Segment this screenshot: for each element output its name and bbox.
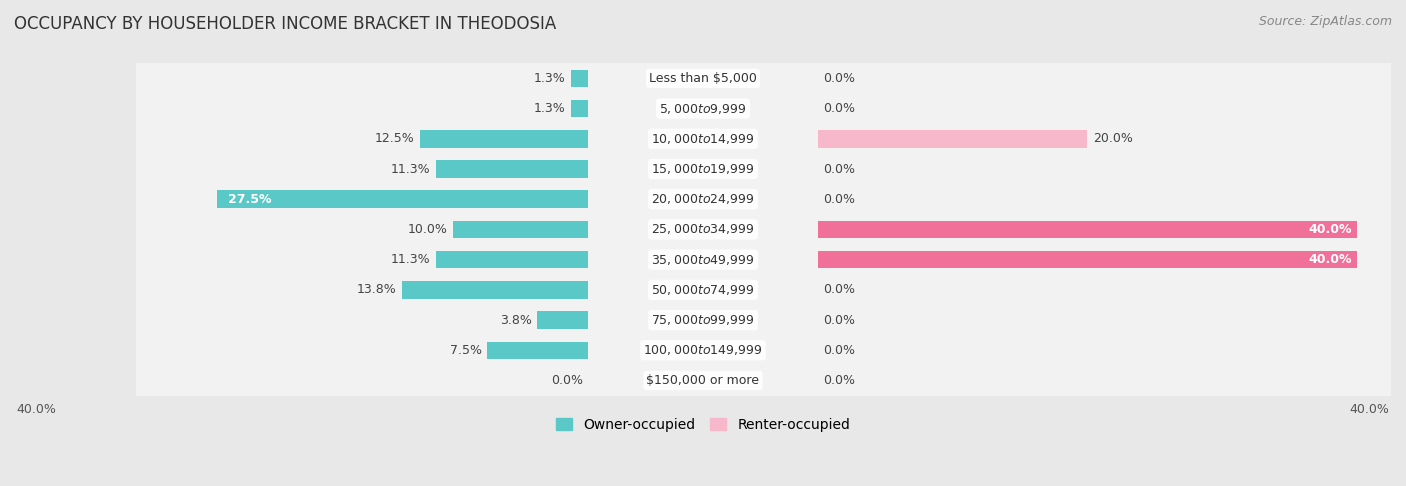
Text: $25,000 to $34,999: $25,000 to $34,999 [651,223,755,236]
Bar [136,275,1406,305]
Text: 11.3%: 11.3% [391,162,430,175]
Text: 0.0%: 0.0% [823,344,855,357]
Bar [818,251,1357,268]
Text: $5,000 to $9,999: $5,000 to $9,999 [659,102,747,116]
Bar [453,221,588,238]
Text: 0.0%: 0.0% [823,102,855,115]
Text: 12.5%: 12.5% [374,132,415,145]
Text: 0.0%: 0.0% [823,193,855,206]
Text: 20.0%: 20.0% [1092,132,1133,145]
Text: $10,000 to $14,999: $10,000 to $14,999 [651,132,755,146]
Text: 0.0%: 0.0% [551,374,583,387]
Text: $20,000 to $24,999: $20,000 to $24,999 [651,192,755,206]
Text: 13.8%: 13.8% [357,283,396,296]
Text: 40.0%: 40.0% [1350,403,1389,416]
Bar [136,154,1406,184]
Text: 27.5%: 27.5% [228,193,271,206]
Bar [436,160,588,178]
Text: 3.8%: 3.8% [499,313,531,327]
Text: 0.0%: 0.0% [823,313,855,327]
Text: 1.3%: 1.3% [534,102,565,115]
Legend: Owner-occupied, Renter-occupied: Owner-occupied, Renter-occupied [550,413,856,437]
Text: 40.0%: 40.0% [1309,223,1353,236]
Text: 40.0%: 40.0% [17,403,56,416]
Text: 7.5%: 7.5% [450,344,482,357]
Bar [486,342,588,359]
Bar [818,221,1357,238]
Bar [136,124,1406,154]
Bar [420,130,588,148]
Text: 0.0%: 0.0% [823,283,855,296]
Bar [436,251,588,268]
Text: $35,000 to $49,999: $35,000 to $49,999 [651,253,755,267]
Text: 10.0%: 10.0% [408,223,449,236]
Text: $150,000 or more: $150,000 or more [647,374,759,387]
Bar [136,63,1406,93]
Bar [136,335,1406,365]
Bar [136,93,1406,124]
Bar [136,244,1406,275]
Text: $75,000 to $99,999: $75,000 to $99,999 [651,313,755,327]
Text: Less than $5,000: Less than $5,000 [650,72,756,85]
Text: $50,000 to $74,999: $50,000 to $74,999 [651,283,755,297]
Text: 11.3%: 11.3% [391,253,430,266]
Text: Source: ZipAtlas.com: Source: ZipAtlas.com [1258,15,1392,28]
Text: 1.3%: 1.3% [534,72,565,85]
Text: 0.0%: 0.0% [823,162,855,175]
Text: OCCUPANCY BY HOUSEHOLDER INCOME BRACKET IN THEODOSIA: OCCUPANCY BY HOUSEHOLDER INCOME BRACKET … [14,15,557,33]
Bar [402,281,588,298]
Bar [136,365,1406,396]
Bar [537,312,588,329]
Bar [136,184,1406,214]
Bar [136,305,1406,335]
Bar [818,130,1087,148]
Bar [571,100,588,117]
Text: 0.0%: 0.0% [823,72,855,85]
Bar [218,191,588,208]
Bar [136,214,1406,244]
Text: $15,000 to $19,999: $15,000 to $19,999 [651,162,755,176]
Bar [571,69,588,87]
Text: 0.0%: 0.0% [823,374,855,387]
Text: $100,000 to $149,999: $100,000 to $149,999 [644,343,762,357]
Text: 40.0%: 40.0% [1309,253,1353,266]
